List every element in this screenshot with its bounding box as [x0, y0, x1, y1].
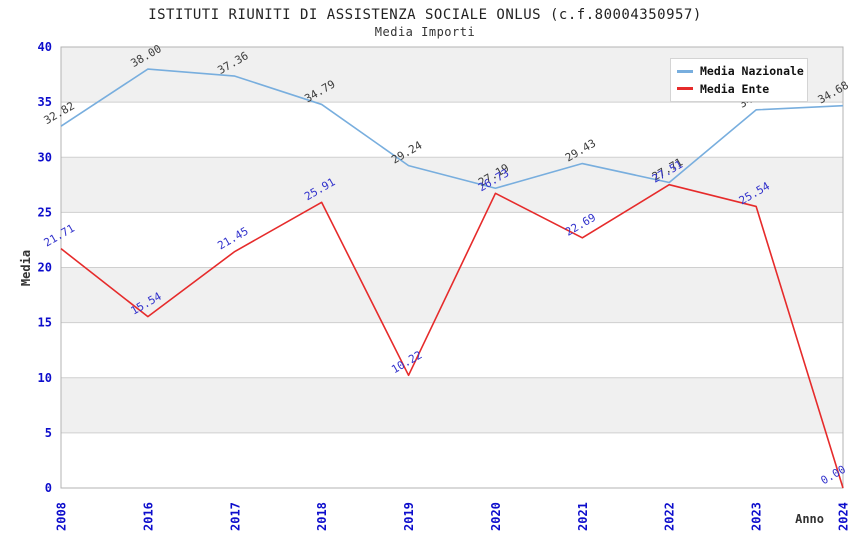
- legend-label: Media Nazionale: [700, 64, 804, 79]
- y-tick-label: 30: [38, 150, 52, 164]
- x-tick-label: 2008: [55, 502, 69, 531]
- plot-band: [61, 267, 843, 323]
- x-tick-label: 2016: [141, 502, 155, 531]
- legend-item-media-ente: Media Ente: [677, 82, 801, 96]
- x-tick-label: 2020: [489, 502, 503, 531]
- x-tick-label: 2022: [663, 502, 677, 531]
- plot-border: [60, 46, 844, 489]
- legend-item-media-nazionale: Media Nazionale: [677, 64, 804, 79]
- legend-label: Media Ente: [700, 81, 770, 96]
- y-tick-label: 35: [38, 95, 52, 109]
- x-axis-tick-labels: 2008 2016 2017 2018 2019 2020 2021 2022 2023 2024: [55, 502, 850, 531]
- chart-subtitle: Media Importi: [374, 25, 476, 39]
- chart-title: ISTITUTI RIUNITI DI ASSISTENZA SOCIALE O…: [148, 7, 702, 23]
- plot-band: [61, 377, 843, 433]
- plot-band: [61, 212, 843, 268]
- y-tick-label: 15: [38, 316, 52, 330]
- y-tick-label: 0: [45, 481, 52, 495]
- y-axis-tick-labels: 0 5 10 15 20 25 30 35 40: [38, 40, 52, 495]
- series-lines: [60, 68, 844, 489]
- y-tick-label: 20: [38, 261, 52, 275]
- x-tick-label: 2017: [228, 502, 242, 531]
- x-tick-label: 2019: [402, 502, 416, 531]
- legend: Media Nazionale Media Ente: [670, 58, 808, 102]
- plot-frame: [60, 46, 844, 489]
- x-tick-label: 2018: [315, 502, 329, 531]
- y-tick-label: 25: [38, 205, 52, 219]
- plot-band: [61, 432, 843, 488]
- y-gridlines: [61, 101, 843, 434]
- x-axis-title: Anno: [795, 512, 824, 526]
- y-axis-title: Media: [19, 250, 33, 286]
- media-nazionale-line-swatch-icon: [677, 69, 693, 73]
- x-tick-label: 2023: [750, 502, 764, 531]
- series-line-media-ente: [60, 183, 844, 489]
- y-tick-label: 10: [38, 371, 52, 385]
- series-line-media-nazionale: [60, 68, 844, 190]
- y-tick-label: 5: [45, 426, 52, 440]
- y-tick-label: 40: [38, 40, 52, 54]
- media-ente-line-swatch-icon: [677, 87, 693, 91]
- x-tick-label: 2024: [837, 502, 850, 531]
- plot-band: [61, 322, 843, 378]
- plot-band: [61, 102, 843, 158]
- plot-band: [61, 157, 843, 213]
- plot-bands: [61, 47, 843, 488]
- x-tick-label: 2021: [576, 502, 590, 531]
